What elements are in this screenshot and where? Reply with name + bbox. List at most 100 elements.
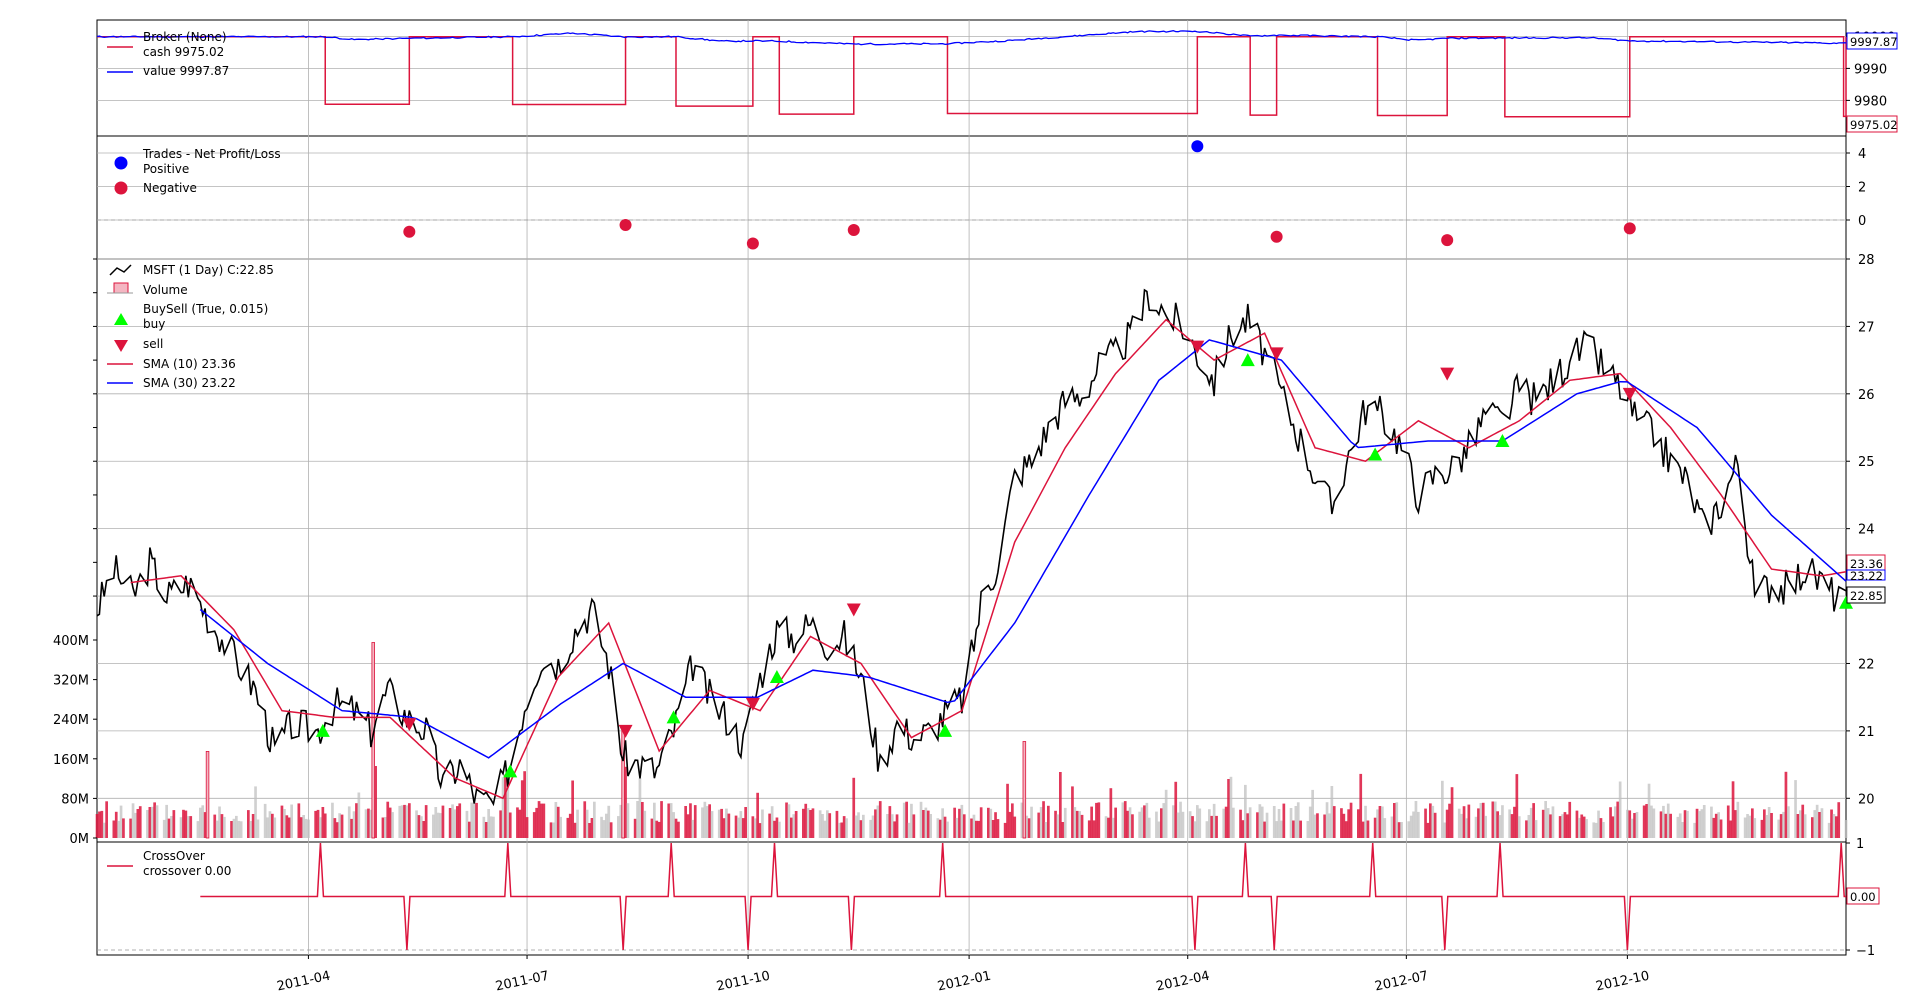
volume-bar [1071,786,1074,838]
volume-bar [549,822,553,838]
volume-bar [408,803,411,838]
volume-bar [826,810,829,838]
volume-bar [1501,805,1504,838]
volume-bar [991,820,995,838]
volume-bar [1316,813,1319,838]
volume-bar [280,805,284,838]
volume-bar [1059,772,1062,838]
volume-bar [705,806,709,838]
crossover-series-line [200,842,1846,951]
volume-bar [405,805,409,838]
volume-bar [1097,802,1101,838]
volume-bar [768,813,771,838]
volume-bar [790,817,793,838]
volume-bar [874,809,877,838]
volume-bar [499,810,502,838]
volume-bar [701,807,704,838]
volume-bar [1726,805,1730,838]
volume-bar [1551,806,1555,838]
volume-bar [129,818,132,838]
volume-bar [619,804,623,838]
volume-bar [273,817,277,838]
volume-bar [893,821,896,838]
price-tick-label: 26 [1858,388,1875,403]
volume-bar [239,821,243,838]
volume-bar [1409,815,1413,838]
volume-bar [1635,812,1639,838]
volume-bar [1481,802,1485,838]
volume-bar [962,814,966,838]
volume-bar [136,809,140,838]
volume-bar [828,813,832,838]
volume-bar [422,821,426,838]
volume-bar [1760,819,1764,838]
volume-bar [919,801,923,838]
volume-bar [1417,811,1420,838]
volume-bar [818,810,822,838]
volume-bar [1395,802,1399,838]
volume-bar [1265,812,1269,838]
volume-bar [1498,815,1502,838]
volume-bar [773,820,776,838]
volume-bar [1078,811,1081,838]
volume-bar [566,817,570,838]
tick-labels: 2011-04 2011-07 2011-10 2012-01 2012-04 2012-… [53,30,1895,993]
volume-bar [1794,780,1797,838]
volume-bar [179,817,183,838]
volume-bar [155,805,159,838]
volume-bar [1736,801,1740,838]
volume-bar [1006,783,1009,838]
volume-bar [338,813,341,838]
volume-bar [703,801,707,838]
volume-bar [1095,802,1098,838]
volume-bar [441,805,445,838]
negative-trade-marker [847,224,860,237]
volume-bar [929,814,932,838]
volume-bar [1342,813,1346,838]
sell-legend-label: sell [143,337,163,351]
volume-bar [232,818,236,838]
volume-bar [737,817,740,838]
volume-bar [1412,811,1415,838]
sell-legend-marker [114,340,128,352]
volume-bar [1340,808,1343,838]
volume-bar [902,802,906,838]
volume-bar [1292,820,1295,838]
volume-bar [1248,807,1252,838]
broker-value-tag: 9997.87 [1850,35,1898,49]
volume-bar [1376,809,1379,838]
volume-bar [1779,814,1783,838]
volume-bar [585,809,589,838]
volume-bar [1282,803,1286,838]
volume-bar [1181,811,1185,838]
volume-bar [1751,808,1754,838]
volume-bar [489,816,493,838]
volume-bar [203,812,207,838]
volume-bar [842,816,846,838]
trades-tick-label: 2 [1858,181,1866,196]
volume-bar [134,812,137,838]
volume-bar [364,809,368,838]
volume-bar [672,812,675,838]
volume-bar [1513,806,1516,838]
value-tags: 9997.87 9975.02 23.36 23.22 22.85 0.00 [1846,32,1898,905]
volume-bar [1344,821,1348,838]
volume-bar [436,812,440,838]
crossover-tag-box [1846,887,1880,905]
volume-bar [1330,786,1334,838]
volume-bar [667,803,671,838]
negative-trade-marker [403,225,416,238]
volume-bar [835,810,839,838]
volume-bar [146,810,149,838]
volume-bar [102,822,106,838]
volume-bar [650,818,654,838]
volume-bar [1258,804,1262,838]
volume-bar [484,822,488,838]
volume-bar [420,816,423,838]
volume-bar [811,808,815,838]
volume-bar [1527,815,1531,838]
volume-bar [717,809,721,838]
volume-bar [845,818,848,838]
volume-bar [1308,806,1312,838]
close-tag-box [1846,586,1886,604]
